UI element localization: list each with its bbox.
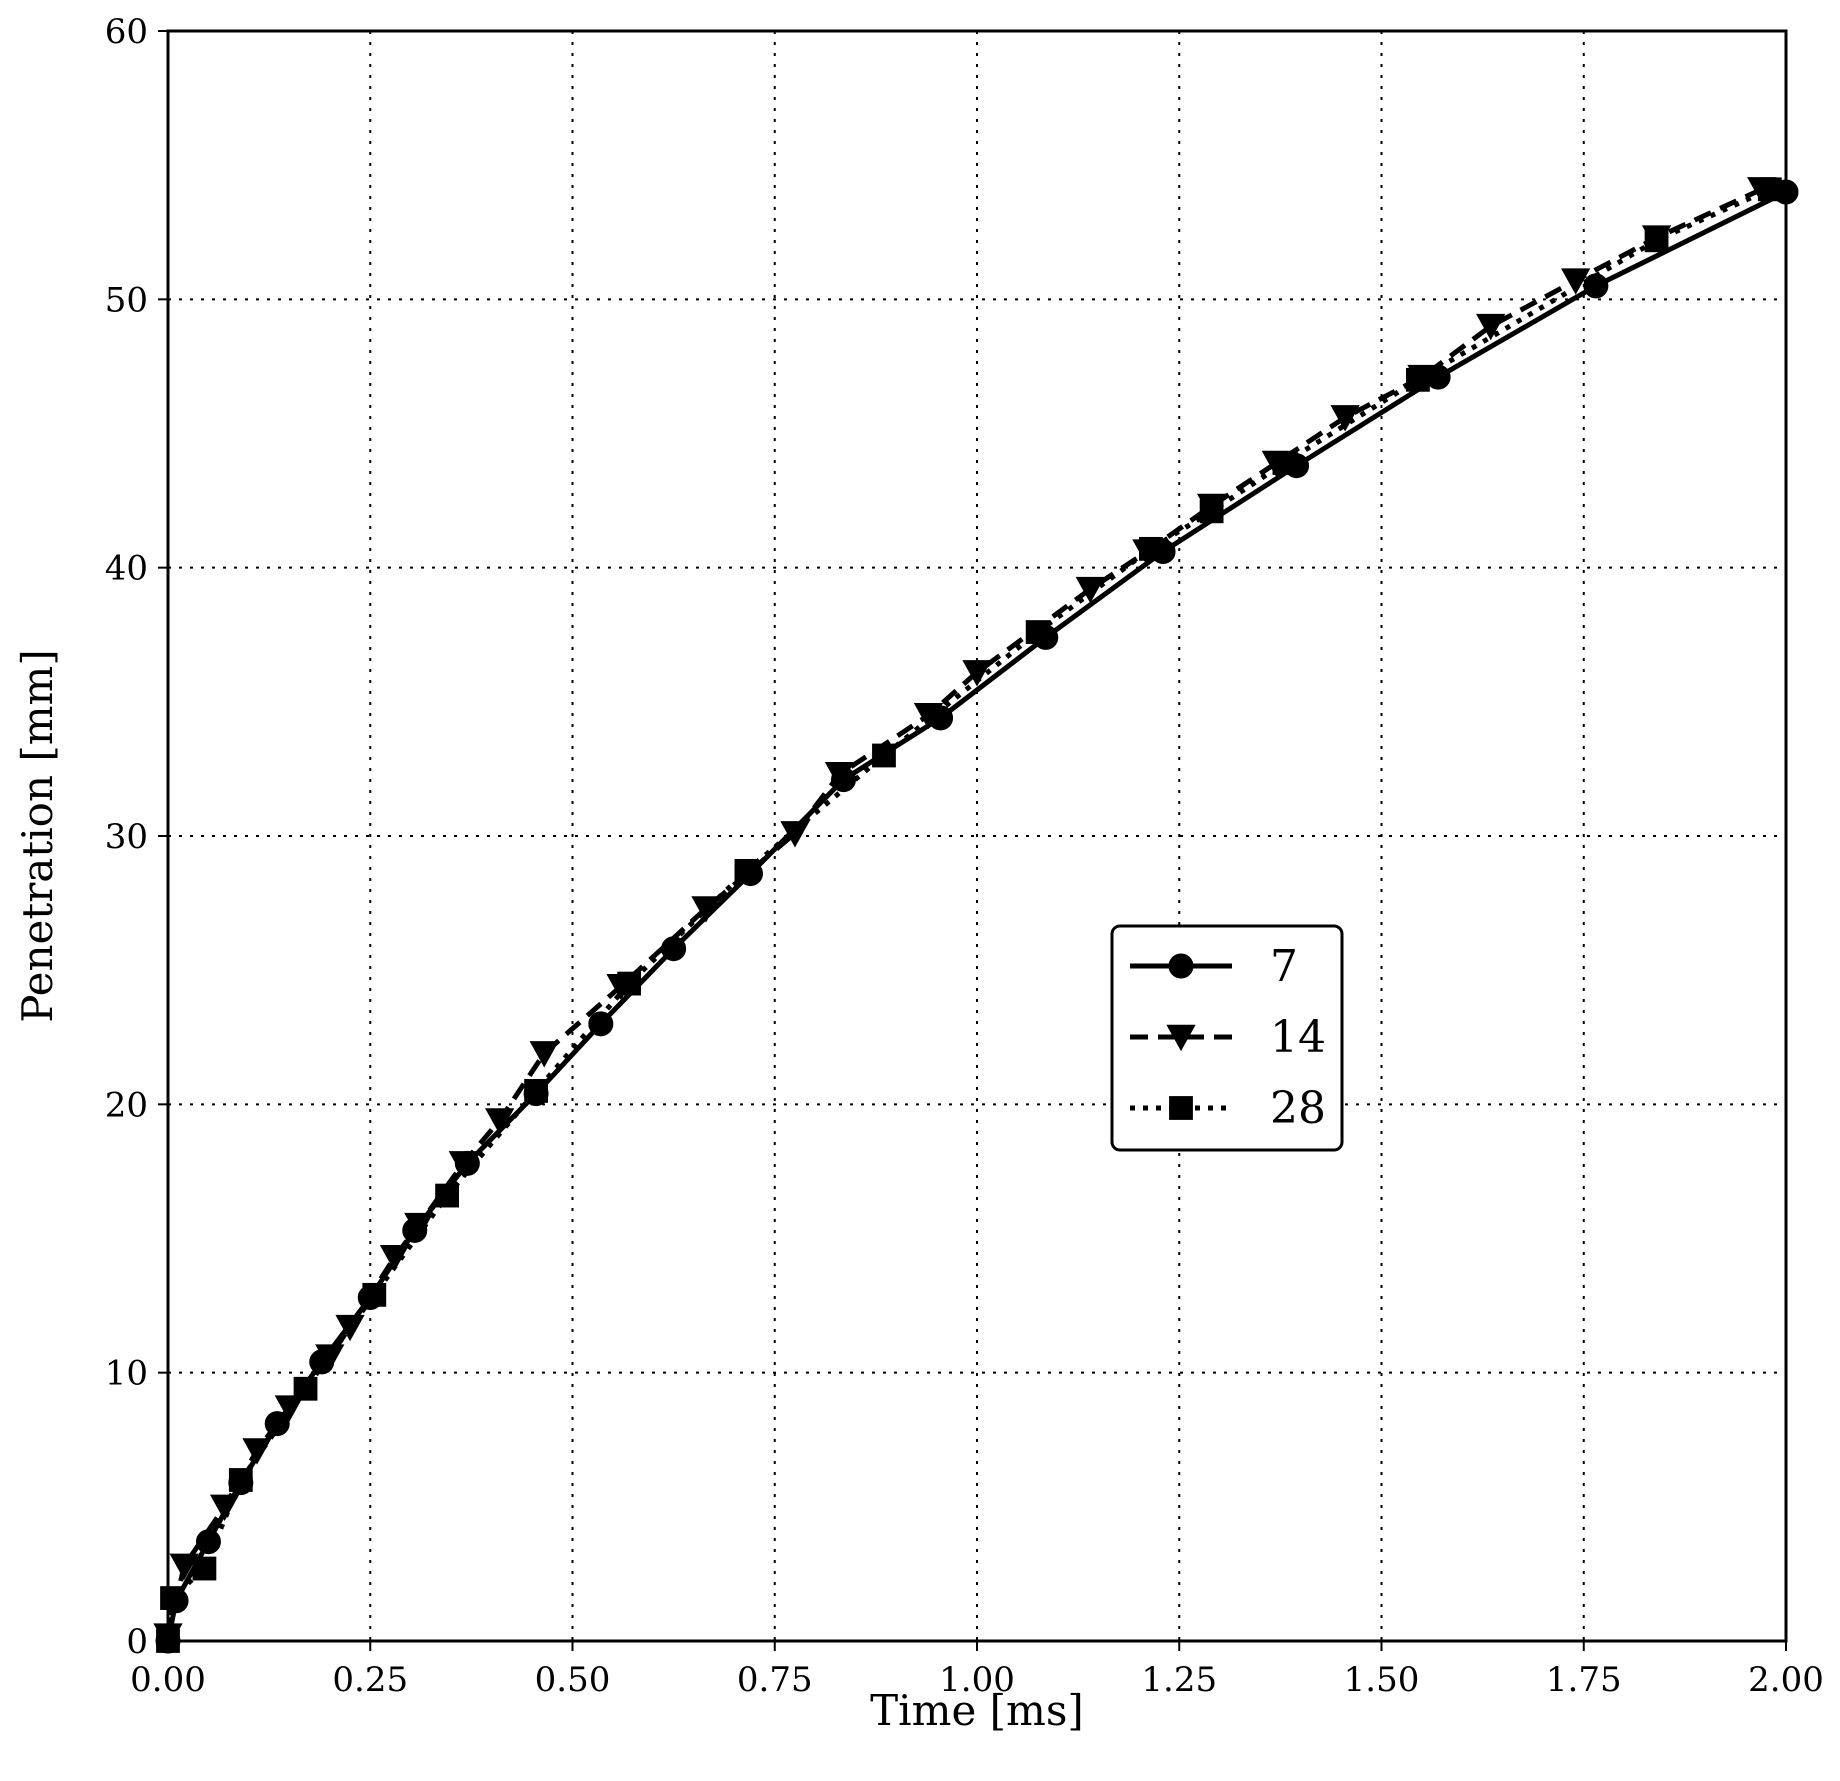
- y-tick-label: 60: [105, 12, 148, 52]
- x-tick-label: 0.00: [130, 1660, 206, 1700]
- data-point: [169, 1553, 199, 1581]
- legend: 7 14 28: [1110, 924, 1344, 1152]
- data-point: [1561, 268, 1591, 295]
- data-point: [617, 971, 642, 996]
- x-tick-label: 1.50: [1344, 1660, 1420, 1700]
- data-point: [691, 896, 721, 923]
- legend-item: 14: [1130, 1012, 1326, 1063]
- x-tick-label: 1.00: [939, 1660, 1015, 1700]
- data-point: [734, 858, 759, 883]
- data-point: [448, 1151, 478, 1178]
- data-point: [1199, 499, 1224, 524]
- data-point: [362, 1282, 387, 1307]
- data-point: [1583, 273, 1609, 299]
- x-axis-title: Time [ms]: [870, 1686, 1084, 1735]
- data-point: [435, 1183, 460, 1208]
- axis-ticks: 0.00 0.25 0.50 0.75 1.00 1.25 1.50 1.75 2.00 0 10 2…: [105, 12, 1824, 1700]
- series-layer: [153, 177, 1799, 1654]
- x-tick-label: 0.50: [535, 1660, 611, 1700]
- data-point: [293, 1376, 318, 1401]
- data-point: [1139, 536, 1163, 561]
- legend-label: 7: [1270, 941, 1298, 992]
- y-axis-title: Penetration [mm]: [13, 649, 62, 1023]
- data-point: [524, 1079, 548, 1103]
- data-point: [315, 1344, 345, 1371]
- data-point: [824, 762, 855, 789]
- x-tick-label: 2.00: [1748, 1660, 1824, 1700]
- legend-item: 28: [1130, 1083, 1326, 1134]
- data-point: [160, 1586, 184, 1610]
- y-tick-label: 0: [126, 1622, 148, 1662]
- data-point: [529, 1041, 559, 1068]
- x-tick-label: 1.25: [1141, 1660, 1217, 1700]
- data-point: [1644, 228, 1669, 253]
- data-point: [872, 743, 896, 768]
- data-point: [962, 660, 992, 687]
- legend-label: 28: [1270, 1083, 1326, 1134]
- data-point: [1075, 576, 1105, 604]
- legend-marker: [1166, 1024, 1196, 1052]
- data-point: [913, 703, 944, 730]
- y-tick-label: 50: [105, 280, 148, 320]
- legend-item: 7: [1130, 941, 1298, 992]
- data-point: [485, 1108, 515, 1135]
- data-point: [588, 1011, 614, 1037]
- data-point: [192, 1556, 217, 1581]
- data-point: [228, 1468, 253, 1492]
- data-point: [1025, 620, 1050, 644]
- y-tick-label: 20: [105, 1085, 148, 1125]
- data-point: [274, 1395, 304, 1422]
- x-tick-label: 1.75: [1546, 1660, 1622, 1700]
- y-tick-label: 40: [105, 549, 148, 589]
- legend-marker: [1168, 953, 1194, 979]
- data-point: [1406, 367, 1430, 392]
- legend-marker: [1169, 1096, 1193, 1120]
- y-tick-label: 10: [105, 1354, 148, 1394]
- series-line: [165, 187, 1771, 1642]
- x-tick-label: 0.25: [332, 1660, 408, 1700]
- data-point: [1476, 313, 1506, 341]
- data-point: [1272, 451, 1297, 475]
- legend-label: 14: [1270, 1012, 1326, 1063]
- x-tick-label: 0.75: [737, 1660, 813, 1700]
- data-point: [1757, 177, 1782, 202]
- grid: [168, 31, 1786, 1641]
- y-tick-label: 30: [105, 817, 148, 857]
